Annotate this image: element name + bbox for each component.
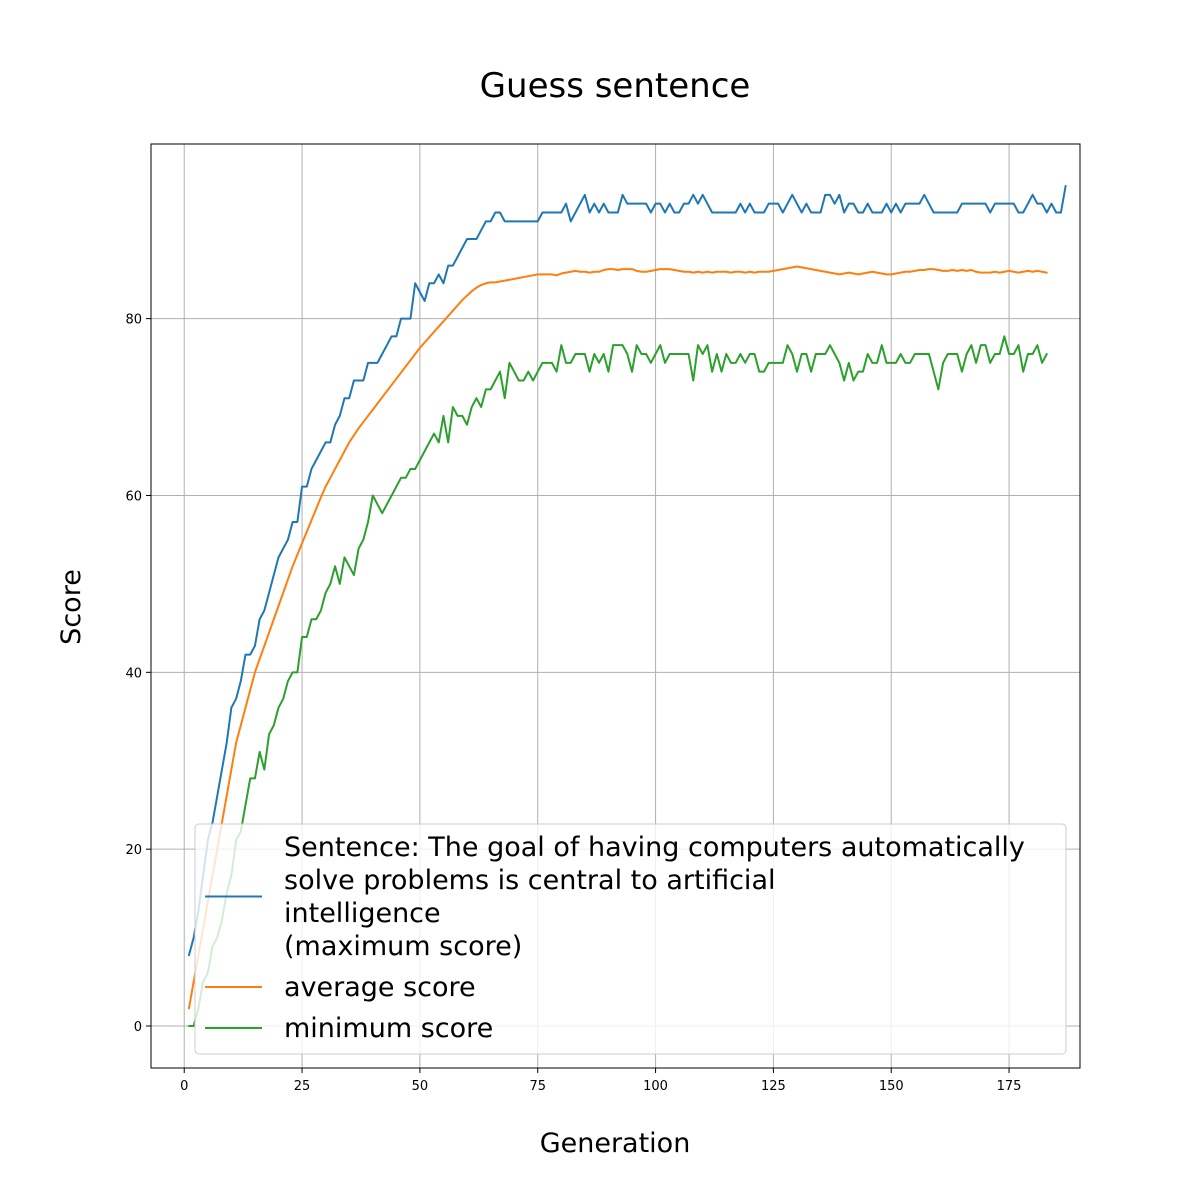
chart-title: Guess sentence [480,66,751,106]
legend-label: intelligence [284,898,441,929]
y-tick-label: 0 [134,1020,142,1035]
x-tick-label: 125 [761,1079,786,1094]
series-line-minimum-score [187,335,1048,1027]
x-tick-label: 100 [643,1079,668,1094]
legend-entry-average-score: average score [205,972,476,1003]
x-tick-label: 50 [412,1079,429,1094]
x-axis-label: Generation [540,1128,691,1159]
x-tick-label: 175 [997,1079,1022,1094]
legend-entry-maximum-score: Sentence: The goal of having computers a… [205,832,1025,962]
x-tick-label: 0 [180,1079,188,1094]
series-line-maximum-score [187,185,1067,957]
legend: Sentence: The goal of having computers a… [194,823,1067,1055]
axis-ticks: 0 25 50 75 100 125 150 175 0 20 40 60 80 [125,313,1021,1094]
series-line-average-score [187,265,1048,1010]
x-tick-label: 25 [294,1079,311,1094]
y-tick-label: 20 [125,843,142,858]
plot-frame [150,143,1081,1069]
legend-label: (maximum score) [284,931,522,962]
y-tick-label: 80 [125,313,142,328]
legend-label: Sentence: The goal of having computers a… [284,832,1025,863]
x-tick-label: 75 [529,1079,546,1094]
y-tick-label: 40 [125,666,142,681]
y-tick-label: 60 [125,489,142,504]
series-group [187,185,1067,1027]
x-tick-label: 150 [879,1079,904,1094]
legend-label: average score [284,972,476,1003]
legend-label: minimum score [284,1013,493,1044]
legend-box [194,823,1067,1055]
legend-label: solve problems is central to artificial [284,865,775,896]
y-axis-label: Score [56,569,87,645]
legend-entry-minimum-score: minimum score [205,1013,493,1044]
